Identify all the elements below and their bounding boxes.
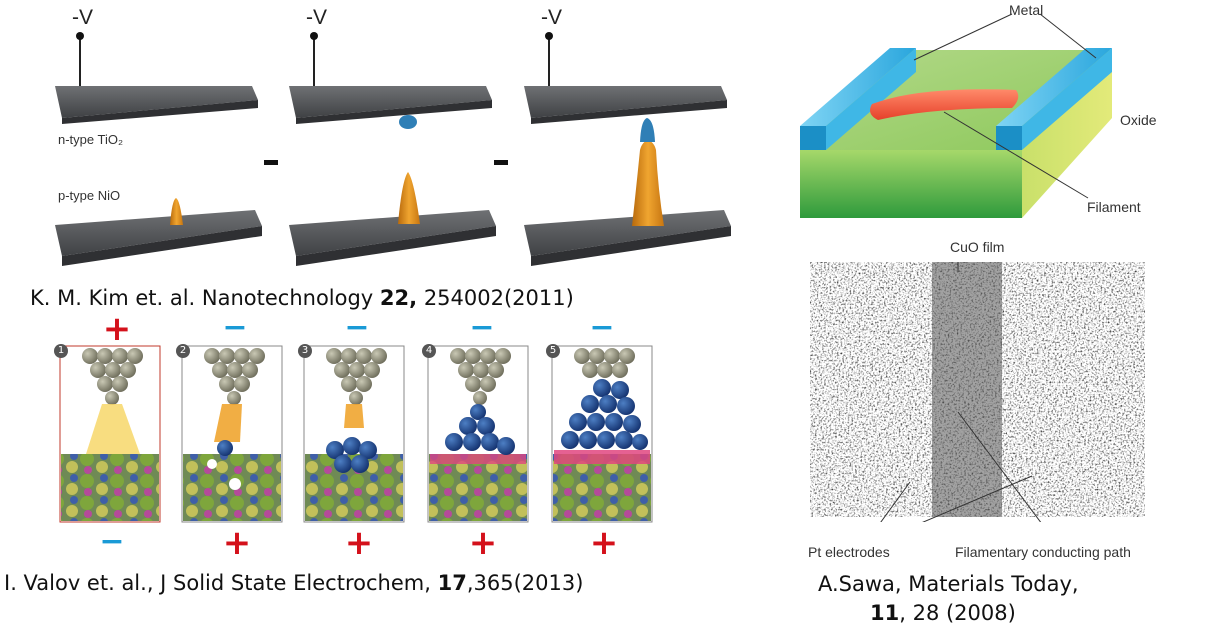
sign-bottom-1: − — [99, 524, 125, 559]
sign-top-2: − — [222, 310, 248, 345]
citation-valov: I. Valov et. al., J Solid State Electroc… — [4, 571, 584, 595]
oxide-front — [800, 150, 1022, 218]
valov-ecm-diagram — [59, 345, 653, 523]
citation-sawa-line2: 11, 28 (2008) — [870, 601, 1016, 625]
label-metal: Metal — [1009, 2, 1044, 18]
layer-label-nio: p-type NiO — [58, 188, 121, 203]
sign-bottom-2: + — [222, 523, 252, 563]
bottom-electrode-slab — [289, 210, 496, 256]
leader-metal-right — [1039, 13, 1097, 59]
sign-bottom-3: + — [344, 523, 374, 563]
label-filament: Filament — [1087, 199, 1141, 215]
metal-cluster — [326, 437, 377, 473]
probe-tip-atoms — [82, 348, 143, 405]
blue-tip — [640, 118, 655, 142]
filament-shape — [870, 89, 1019, 120]
filament-growing — [398, 172, 420, 224]
kim-filament-diagram — [55, 32, 731, 266]
probe-terminal — [76, 32, 84, 40]
metal-bridge — [561, 379, 648, 450]
arrow-2 — [494, 160, 508, 165]
valov-step-4 — [427, 345, 529, 523]
arrow-1 — [264, 160, 278, 165]
label-filamentary-path: Filamentary conducting path — [955, 544, 1131, 560]
leader-filament — [943, 111, 1089, 199]
metal-electrode-right — [996, 48, 1112, 126]
step-number-2: 2 — [176, 344, 190, 358]
top-electrode-slab — [524, 86, 727, 118]
voltage-label-1: -V — [72, 6, 93, 29]
cuo-film-strip — [932, 262, 1002, 517]
voltage-label-2: -V — [306, 6, 327, 29]
valov-step-5 — [551, 345, 653, 523]
sign-top-3: − — [344, 310, 370, 345]
metal-electrode-left — [800, 48, 916, 126]
citation-sawa-line1: A.Sawa, Materials Today, — [818, 572, 1079, 596]
cuo-micrograph — [810, 262, 1145, 522]
kim-frame-2 — [289, 32, 496, 266]
sign-top-5: − — [589, 310, 615, 345]
valov-step-3 — [303, 345, 405, 523]
step-number-3: 3 — [298, 344, 312, 358]
citation-kim: K. M. Kim et. al. Nanotechnology 22, 254… — [30, 286, 574, 310]
kim-frame-1 — [55, 32, 262, 266]
top-electrode-slab — [289, 86, 492, 118]
top-electrode-slab — [55, 86, 258, 118]
valov-step-2 — [181, 345, 283, 523]
kim-frame-3 — [524, 32, 731, 266]
label-oxide: Oxide — [1120, 112, 1157, 128]
sign-bottom-4: + — [468, 523, 498, 563]
step-number-5: 5 — [546, 344, 560, 358]
layer-label-tio2: n-type TiO₂ — [58, 132, 124, 147]
filament-complete — [632, 140, 664, 226]
label-cuo-film: CuO film — [950, 239, 1005, 255]
oxide-side — [1022, 50, 1112, 218]
sign-top-4: − — [469, 310, 495, 345]
electrolyte-lattice — [61, 454, 159, 521]
valov-step-1 — [59, 345, 161, 523]
bottom-electrode-slab — [524, 210, 731, 256]
step-number-4: 4 — [422, 344, 436, 358]
blue-nucleus — [399, 115, 417, 129]
ion-cloud — [86, 404, 140, 454]
label-pt-electrodes: Pt electrodes — [808, 544, 890, 560]
voltage-label-3: -V — [541, 6, 562, 29]
sign-bottom-5: + — [589, 523, 619, 563]
sign-top-1: + — [102, 309, 132, 349]
metal-oxide-device-diagram — [800, 13, 1112, 218]
bottom-electrode-slab — [55, 210, 262, 256]
leader-metal-left — [913, 13, 1013, 61]
metal-cluster — [445, 404, 515, 455]
filament-seed — [170, 198, 183, 225]
step-number-1: 1 — [54, 344, 68, 358]
